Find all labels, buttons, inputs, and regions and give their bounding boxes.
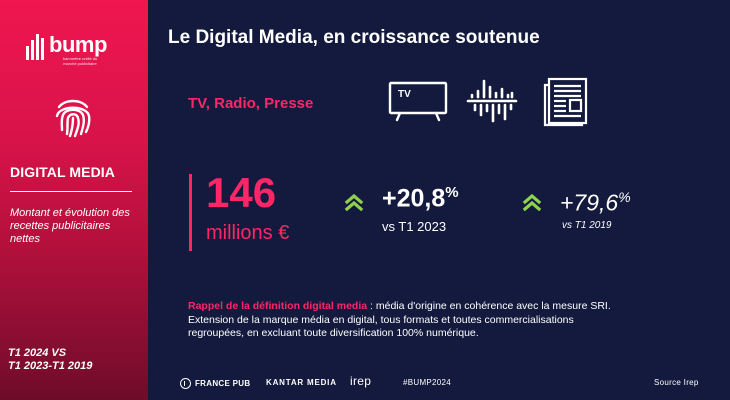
section-description: Montant et évolution des recettes public… [10,207,130,245]
logo-bars-icon [26,34,44,60]
definition-separator: : [367,300,376,312]
kpi-value: 146 [206,169,277,216]
section-title: DIGITAL MEDIA [10,164,116,180]
newspaper-icon [543,77,588,127]
france-pub-icon [180,378,191,389]
growth-comparison-t1-2023: vs T1 2023 [382,219,447,234]
hashtag: #BUMP2024 [403,378,452,387]
percent-sign: % [445,184,459,201]
divider [10,191,132,192]
double-chevron-up-icon [344,193,364,212]
definition-heading: Rappel de la définition digital media [188,300,368,312]
kpi-unit: millions € [206,222,290,244]
france-pub-logo: FRANCE PUB [180,378,250,389]
irep-logo: irep [350,374,372,388]
percent-sign: % [618,189,631,205]
tv-icon-label: TV [398,89,411,100]
growth-value-t1-2019: +79,6% [560,183,631,217]
kantar-media-logo: KANTAR MEDIA [266,378,337,387]
logo-text: bump [49,32,107,57]
growth-comparison-t1-2019: vs T1 2019 [562,220,612,231]
sidebar: bump baromètre unifié du marché publicit… [0,0,148,400]
radio-waveform-icon [466,79,518,123]
page-title: Le Digital Media, en croissance soutenue [168,27,540,48]
period-label: T1 2024 VS T1 2023-T1 2019 [8,347,93,372]
double-chevron-up-icon [522,193,542,212]
definition-body: média d'origine en cohérence avec la mes… [188,300,611,339]
definition-text: Rappel de la définition digital media : … [188,300,628,341]
bump-logo: bump [26,32,107,60]
growth-value-t1-2023: +20,8% [382,178,459,213]
growth-number: +20,8 [382,184,446,213]
logo-subtitle: baromètre unifié du marché publicitaire [62,56,98,66]
source-note: Source Irep [654,378,699,387]
france-pub-label: FRANCE PUB [195,379,251,388]
growth-number: +79,6 [560,189,619,216]
fingerprint-icon [55,99,91,138]
media-label: TV, Radio, Presse [188,95,314,112]
kpi-accent-bar [189,174,192,251]
tv-icon: TV [388,81,448,122]
